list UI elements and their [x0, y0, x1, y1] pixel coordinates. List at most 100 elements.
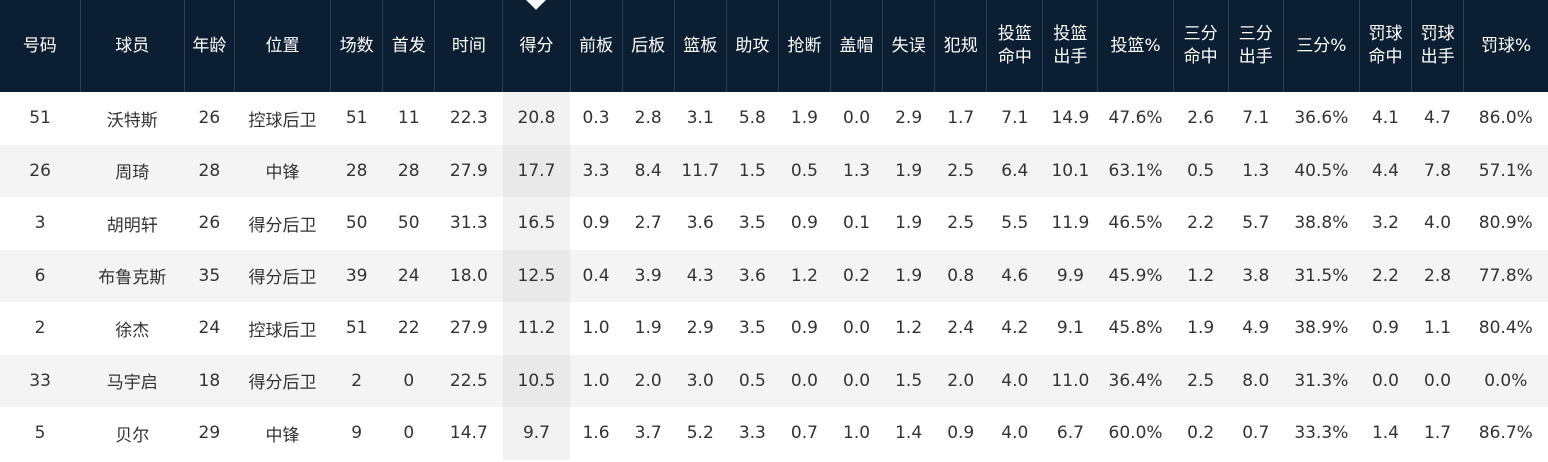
cell-fga: 11.9 — [1051, 213, 1090, 234]
cell-tov: 1.9 — [895, 265, 923, 286]
cell-tov: 1.4 — [895, 423, 923, 444]
cell-fgm: 6.4 — [1001, 160, 1029, 181]
cell-minutes: 31.3 — [449, 213, 488, 234]
cell-fgm: 7.1 — [1001, 108, 1029, 129]
column-header-fga[interactable]: 投篮 出手 — [1042, 0, 1098, 92]
table-row[interactable]: 51 沃特斯 26 控球后卫 51 11 22.3 20.8 0.3 2.8 3.1 5.8 1.9 0.… — [0, 92, 1548, 145]
cell-fgm: 4.0 — [1001, 370, 1029, 391]
cell-age: 18 — [198, 370, 221, 391]
column-header-player[interactable]: 球员 — [79, 0, 185, 92]
column-header-fg_pct[interactable]: 投篮% — [1097, 0, 1174, 92]
table-row[interactable]: 26 周琦 28 中锋 28 28 27.9 17.7 3.3 8.4 11.7 1.5 0.5 1.3 1… — [0, 144, 1548, 197]
column-header-reb[interactable]: 篮板 — [673, 0, 727, 92]
cell-games: 50 — [345, 213, 368, 234]
column-header-fta[interactable]: 罚球 出手 — [1411, 0, 1464, 92]
column-header-ftm[interactable]: 罚球 命中 — [1358, 0, 1412, 92]
column-header-age[interactable]: 年龄 — [183, 0, 235, 92]
cell-player[interactable]: 沃特斯 — [106, 110, 158, 131]
column-header-minutes[interactable]: 时间 — [434, 0, 503, 92]
cell-games: 39 — [345, 265, 368, 286]
cell-num: 5 — [34, 423, 46, 444]
cell-age: 26 — [198, 213, 221, 234]
cell-def_reb: 3.9 — [634, 265, 662, 286]
cell-player[interactable]: 布鲁克斯 — [98, 268, 167, 289]
cell-fta: 1.1 — [1424, 318, 1452, 339]
cell-player[interactable]: 胡明轩 — [106, 215, 158, 236]
column-header-label: 位置 — [265, 35, 300, 56]
cell-ast: 5.8 — [738, 108, 766, 129]
cell-stl: 1.2 — [790, 265, 818, 286]
column-header-num[interactable]: 号码 — [0, 0, 80, 92]
column-header-position[interactable]: 位置 — [233, 0, 331, 92]
cell-player[interactable]: 马宇启 — [106, 373, 158, 394]
cell-off_reb: 0.4 — [582, 265, 610, 286]
cell-player[interactable]: 徐杰 — [115, 320, 150, 341]
cell-tpa: 1.3 — [1242, 160, 1270, 181]
cell-position: 得分后卫 — [248, 215, 317, 236]
cell-ftm: 0.9 — [1371, 318, 1399, 339]
cell-tpm: 1.2 — [1187, 265, 1215, 286]
column-header-label: 投篮% — [1110, 35, 1161, 56]
cell-fg_pct: 47.6% — [1108, 108, 1163, 129]
column-header-ft_pct[interactable]: 罚球% — [1463, 0, 1548, 92]
cell-def_reb: 3.7 — [634, 423, 662, 444]
table-row[interactable]: 2 徐杰 24 控球后卫 51 22 27.9 11.2 1.0 1.9 2.9 3.5 0.9 0.0 1… — [0, 302, 1548, 355]
cell-off_reb: 3.3 — [582, 160, 610, 181]
cell-player[interactable]: 周琦 — [115, 163, 150, 184]
cell-num: 3 — [34, 213, 46, 234]
cell-reb: 4.3 — [686, 265, 714, 286]
cell-fta: 1.7 — [1424, 423, 1452, 444]
column-header-label: 命中 — [997, 47, 1032, 67]
column-header-pf[interactable]: 犯规 — [934, 0, 987, 92]
column-header-label: 首发 — [391, 35, 426, 56]
cell-fga: 9.9 — [1056, 265, 1084, 286]
cell-tp_pct: 38.8% — [1294, 213, 1349, 234]
cell-ast: 3.3 — [738, 423, 766, 444]
column-header-tpa[interactable]: 三分 出手 — [1227, 0, 1284, 92]
cell-ftm: 1.4 — [1371, 423, 1399, 444]
cell-points: 9.7 — [502, 407, 571, 460]
cell-games: 51 — [345, 318, 368, 339]
cell-position: 中锋 — [265, 425, 300, 446]
column-header-stl[interactable]: 抢断 — [777, 0, 831, 92]
column-header-fgm[interactable]: 投篮 命中 — [986, 0, 1043, 92]
cell-off_reb: 1.0 — [582, 370, 610, 391]
cell-fgm: 4.6 — [1001, 265, 1029, 286]
table-row[interactable]: 3 胡明轩 26 得分后卫 50 50 31.3 16.5 0.9 2.7 3.6 3.5 0.9 0.1… — [0, 197, 1548, 250]
cell-player[interactable]: 贝尔 — [115, 425, 150, 446]
column-header-label: 篮板 — [683, 35, 718, 56]
cell-fga: 6.7 — [1056, 423, 1084, 444]
column-header-label: 三分 — [1183, 24, 1218, 44]
cell-tp_pct: 33.3% — [1294, 423, 1349, 444]
table-header: 号码 球员 年龄 位置 场数 首发 时间 得分 前板 后板 篮板 助攻 抢断 盖帽 失误 犯规 投篮 命中 投篮 出手… — [0, 0, 1548, 92]
column-header-label: 失误 — [891, 35, 926, 56]
cell-def_reb: 1.9 — [634, 318, 662, 339]
column-header-tpm[interactable]: 三分 命中 — [1172, 0, 1229, 92]
column-header-starts[interactable]: 首发 — [382, 0, 435, 92]
column-header-tp_pct[interactable]: 三分% — [1282, 0, 1360, 92]
column-header-def_reb[interactable]: 后板 — [621, 0, 675, 92]
column-header-points[interactable]: 得分 — [502, 0, 571, 92]
table-row[interactable]: 6 布鲁克斯 35 得分后卫 39 24 18.0 12.5 0.4 3.9 4.3 3.6 1.2 0.… — [0, 249, 1548, 302]
column-header-ast[interactable]: 助攻 — [725, 0, 779, 92]
cell-blk: 0.0 — [843, 108, 871, 129]
cell-tpa: 7.1 — [1242, 108, 1270, 129]
cell-tpa: 4.9 — [1242, 318, 1270, 339]
cell-fg_pct: 60.0% — [1108, 423, 1163, 444]
cell-blk: 1.3 — [843, 160, 871, 181]
table-row[interactable]: 33 马宇启 18 得分后卫 2 0 22.5 10.5 1.0 2.0 3.0 0.5 0.0 0.0 1… — [0, 354, 1548, 407]
cell-tp_pct: 38.9% — [1294, 318, 1349, 339]
column-header-games[interactable]: 场数 — [330, 0, 383, 92]
cell-minutes: 22.5 — [449, 370, 488, 391]
cell-pf: 2.5 — [947, 160, 975, 181]
column-header-label: 命中 — [1368, 47, 1403, 67]
cell-tov: 2.9 — [895, 108, 923, 129]
column-header-label: 后板 — [631, 35, 666, 56]
column-header-blk[interactable]: 盖帽 — [829, 0, 883, 92]
column-header-off_reb[interactable]: 前板 — [569, 0, 623, 92]
table-row[interactable]: 5 贝尔 29 中锋 9 0 14.7 9.7 1.6 3.7 5.2 3.3 0.7 1.0 1.4 0.9… — [0, 407, 1548, 460]
cell-ftm: 4.4 — [1371, 160, 1399, 181]
cell-minutes: 18.0 — [449, 265, 488, 286]
column-header-tov[interactable]: 失误 — [882, 0, 935, 92]
cell-tpm: 2.2 — [1187, 213, 1215, 234]
